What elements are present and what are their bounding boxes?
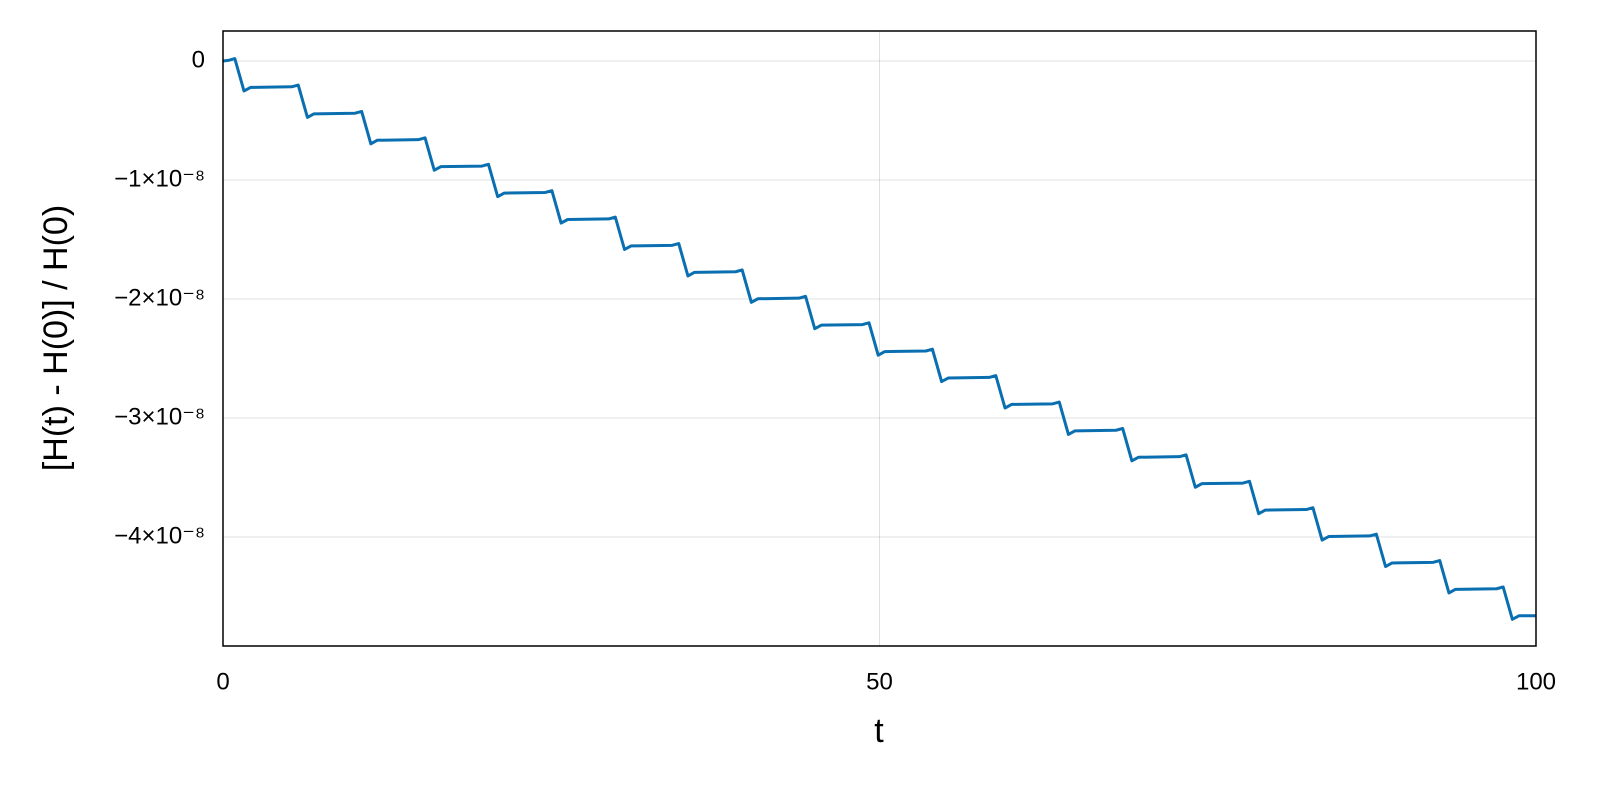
y-tick-label: −2×10⁻⁸ xyxy=(114,284,205,311)
x-tick-label: 100 xyxy=(1516,668,1556,695)
x-tick-label: 50 xyxy=(866,668,893,695)
x-tick-label: 0 xyxy=(216,668,229,695)
y-axis-label: [H(t) - H(0)] / H(0) xyxy=(37,205,75,471)
y-tick-label: −1×10⁻⁸ xyxy=(114,165,205,192)
grid xyxy=(222,31,1537,646)
plot-frame xyxy=(222,30,1537,647)
y-tick-label: −3×10⁻⁸ xyxy=(114,403,205,430)
plot-area xyxy=(222,57,1536,621)
y-tick-label: 0 xyxy=(192,46,205,73)
data-line xyxy=(222,57,1536,621)
y-tick-label: −4×10⁻⁸ xyxy=(114,522,205,549)
x-axis-label: t xyxy=(874,712,884,750)
